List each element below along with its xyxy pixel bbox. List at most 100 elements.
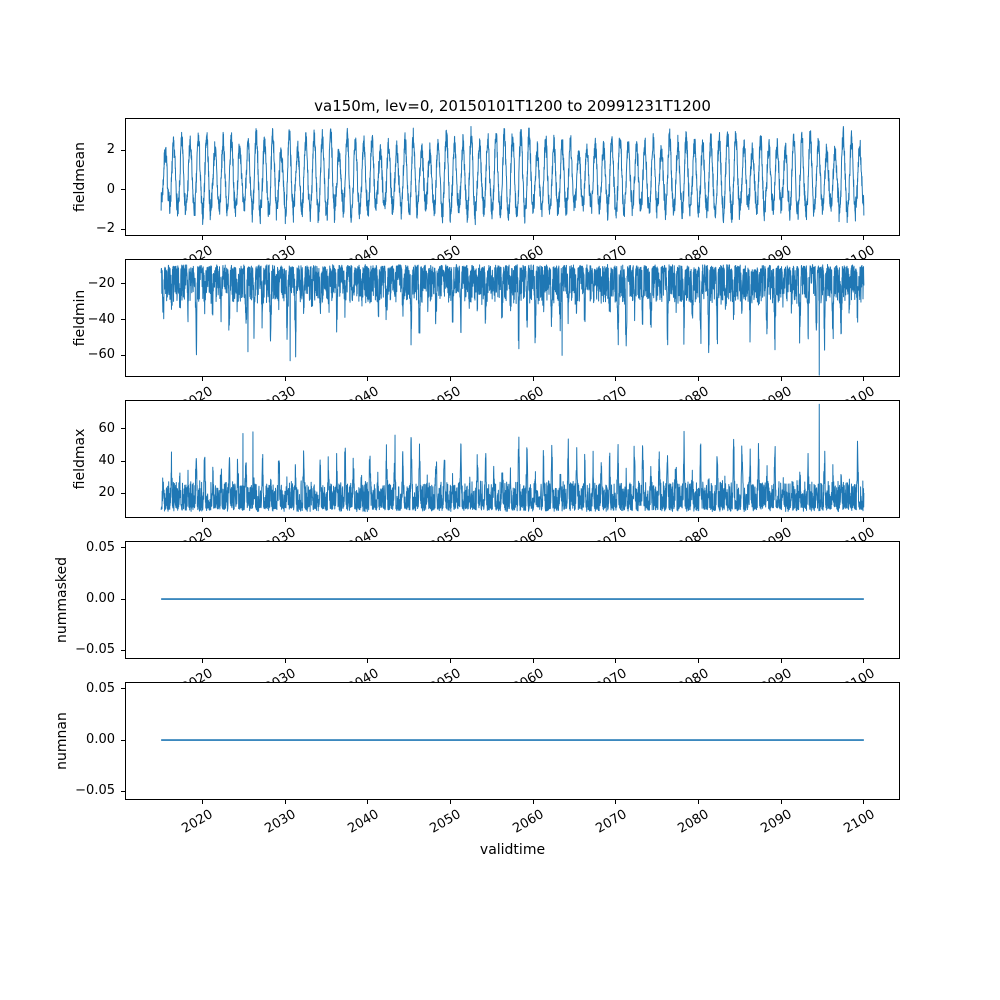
x-tick-label: 2060 bbox=[510, 807, 547, 837]
x-tick bbox=[201, 518, 203, 522]
x-tick bbox=[284, 800, 286, 804]
x-tick-label: 2080 bbox=[675, 807, 713, 837]
x-tick bbox=[780, 236, 782, 240]
y-tick bbox=[121, 428, 125, 430]
x-tick bbox=[780, 518, 782, 522]
subplot-nummasked bbox=[125, 541, 900, 659]
x-tick bbox=[615, 236, 617, 240]
x-tick bbox=[780, 659, 782, 663]
chart-title: va150m, lev=0, 20150101T1200 to 20991231… bbox=[314, 97, 711, 115]
x-tick bbox=[449, 800, 451, 804]
fieldmax-line bbox=[160, 403, 865, 513]
x-axis-label: validtime bbox=[479, 842, 546, 858]
x-tick bbox=[615, 518, 617, 522]
y-tick-label: 40 bbox=[98, 453, 115, 469]
x-tick-label: 2090 bbox=[758, 807, 795, 837]
x-tick-label: 2070 bbox=[593, 807, 630, 837]
numnan-ylabel: numnan bbox=[54, 712, 70, 770]
x-tick bbox=[863, 236, 865, 240]
y-tick bbox=[121, 319, 125, 321]
y-tick-label: 0.00 bbox=[86, 732, 115, 748]
subplot-fieldmin bbox=[125, 259, 900, 377]
fieldmin-line bbox=[160, 264, 865, 376]
y-tick-label: 0 bbox=[106, 181, 115, 197]
x-tick bbox=[284, 659, 286, 663]
x-tick bbox=[863, 800, 865, 804]
x-tick bbox=[532, 236, 534, 240]
y-tick bbox=[121, 547, 125, 549]
y-tick bbox=[121, 460, 125, 462]
x-tick bbox=[367, 377, 369, 381]
x-tick bbox=[863, 659, 865, 663]
y-tick bbox=[121, 492, 125, 494]
x-tick bbox=[615, 659, 617, 663]
fieldmean-line bbox=[160, 126, 865, 226]
y-tick-label: 0.05 bbox=[86, 539, 115, 555]
x-tick-label: 2040 bbox=[345, 807, 382, 837]
x-tick bbox=[201, 377, 203, 381]
x-tick bbox=[201, 800, 203, 804]
x-tick-label: 2030 bbox=[262, 807, 299, 837]
x-tick bbox=[863, 377, 865, 381]
x-tick-label: 2020 bbox=[179, 807, 216, 837]
fieldmean-plot-area bbox=[160, 126, 865, 226]
x-tick bbox=[367, 236, 369, 240]
y-tick-label: 2 bbox=[106, 142, 115, 158]
x-tick bbox=[532, 659, 534, 663]
y-tick-label: −2 bbox=[95, 221, 115, 237]
x-tick bbox=[284, 377, 286, 381]
y-tick-label: −20 bbox=[87, 275, 115, 291]
x-tick bbox=[284, 236, 286, 240]
x-tick bbox=[449, 236, 451, 240]
x-tick-label: 2050 bbox=[427, 807, 464, 837]
fieldmin-plot-area bbox=[160, 264, 865, 376]
x-tick bbox=[532, 800, 534, 804]
x-tick bbox=[201, 236, 203, 240]
x-tick bbox=[449, 659, 451, 663]
fieldmax-ylabel: fieldmax bbox=[72, 428, 88, 490]
x-tick-label: 2100 bbox=[841, 807, 878, 837]
x-tick bbox=[284, 518, 286, 522]
x-tick bbox=[698, 659, 700, 663]
fieldmax-plot-area bbox=[160, 403, 865, 513]
y-tick-label: −0.05 bbox=[75, 642, 115, 658]
x-tick bbox=[780, 800, 782, 804]
numnan-plot-area bbox=[161, 739, 864, 741]
x-tick bbox=[449, 518, 451, 522]
x-tick bbox=[698, 377, 700, 381]
y-tick bbox=[121, 739, 125, 741]
y-tick bbox=[121, 354, 125, 356]
x-tick bbox=[449, 377, 451, 381]
x-tick bbox=[615, 800, 617, 804]
x-tick bbox=[201, 659, 203, 663]
fieldmin-ylabel: fieldmin bbox=[72, 289, 88, 347]
y-tick bbox=[121, 790, 125, 792]
x-tick bbox=[367, 518, 369, 522]
x-tick bbox=[698, 236, 700, 240]
y-tick bbox=[121, 228, 125, 230]
fieldmean-ylabel: fieldmean bbox=[72, 142, 88, 212]
y-tick-label: 0.05 bbox=[86, 680, 115, 696]
y-tick bbox=[121, 598, 125, 600]
x-tick bbox=[532, 377, 534, 381]
subplot-numnan bbox=[125, 682, 900, 800]
y-tick bbox=[121, 283, 125, 285]
y-tick-label: −0.05 bbox=[75, 783, 115, 799]
x-tick bbox=[367, 659, 369, 663]
x-tick bbox=[863, 518, 865, 522]
subplot-fieldmean bbox=[125, 118, 900, 236]
nummasked-plot-area bbox=[161, 598, 864, 600]
x-tick bbox=[367, 800, 369, 804]
y-tick bbox=[121, 189, 125, 191]
y-tick-label: 20 bbox=[98, 485, 115, 501]
y-tick-label: 0.00 bbox=[86, 591, 115, 607]
x-tick bbox=[532, 518, 534, 522]
y-tick-label: −60 bbox=[87, 347, 115, 363]
y-tick bbox=[121, 649, 125, 651]
y-tick-label: 60 bbox=[98, 420, 115, 436]
y-tick-label: −40 bbox=[87, 311, 115, 327]
y-tick bbox=[121, 688, 125, 690]
nummasked-ylabel: nummasked bbox=[54, 556, 70, 644]
x-tick bbox=[780, 377, 782, 381]
